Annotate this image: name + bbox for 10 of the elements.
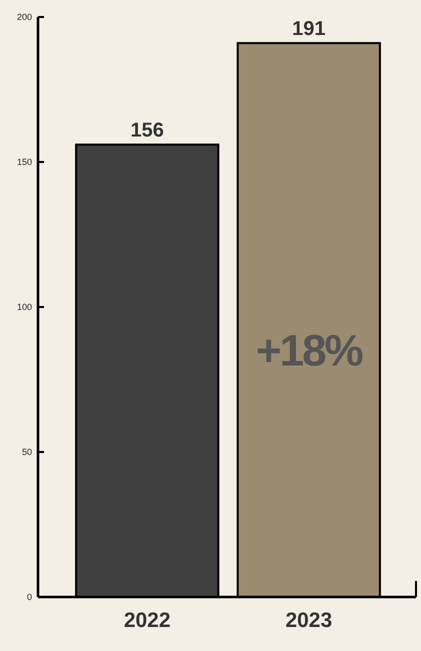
x-tick-label: 2023: [285, 609, 332, 632]
y-tick-label: 150: [16, 157, 32, 168]
annotation: +18%: [256, 326, 363, 376]
data-label: 156: [130, 120, 164, 142]
y-tick-label: 100: [16, 302, 32, 312]
x-tick-label: 2022: [124, 609, 171, 632]
data-label: 191: [292, 18, 326, 40]
y-tick-label: 50: [22, 447, 32, 458]
y-tick-label: 200: [16, 12, 32, 22]
y-tick-label: 0: [26, 592, 32, 602]
